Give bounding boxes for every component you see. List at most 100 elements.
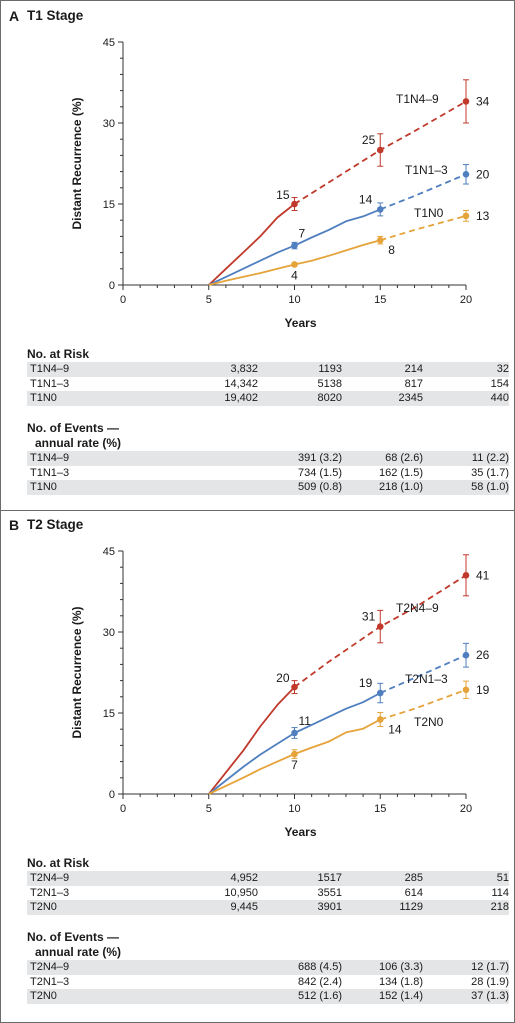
cell-year-20: 32 [496,363,509,375]
data-label: 11 [299,714,312,728]
series-name-label: T2N4–9 [396,601,439,615]
events-heading-line2: annual rate (%) [35,945,122,959]
data-point [291,750,298,758]
data-point [291,261,298,268]
data-point [462,686,470,694]
y-tick-label: 0 [109,280,115,292]
data-point [291,683,298,691]
data-label: 19 [476,683,490,697]
cell-year-15: 134 (1.8) [378,975,423,988]
cell-year-20: 218 [490,901,509,913]
data-point [376,689,384,697]
cell-year-10: 734 (1.5) [297,466,342,479]
cell-year-20: 51 [496,872,509,884]
at-risk-heading: No. at Risk [27,347,90,361]
cell-year-10: 842 (2.4) [297,975,342,988]
table-row: T2N1–3 842 (2.4) 134 (1.8) 28 (1.9) [27,975,509,990]
data-label: 20 [476,167,490,181]
x-tick-label: 20 [460,294,472,306]
series-line-dashed [379,654,467,694]
series-line-dashed [380,688,467,721]
series-line-dashed [380,215,467,242]
row-label: T2N1–3 [30,886,70,899]
cell-year-10: 688 (4.5) [297,961,342,973]
series-name-label: T1N1–3 [405,163,448,177]
table-row: T1N4–9 391 (3.2) 68 (2.6) 11 (2.2) [27,451,509,466]
x-tick-label: 15 [374,294,386,306]
cell-year-20: 37 (1.3) [471,990,509,1002]
cell-year-20: 58 (1.0) [471,481,509,493]
cell-year-15: 68 (2.6) [385,452,423,464]
cell-year-0: 10,950 [224,886,258,899]
data-label: 8 [388,243,395,257]
cell-year-10: 512 (1.6) [297,990,342,1002]
y-tick-label: 15 [103,199,115,211]
x-tick-label: 5 [206,294,212,306]
y-axis-title: Distant Recurrence (%) [70,606,84,738]
series-line-solid [208,203,296,286]
data-point [291,729,298,737]
panel-letter: A [9,8,20,24]
row-label: T2N0 [30,990,57,1002]
data-label: 15 [276,188,290,202]
x-tick-label: 0 [120,803,126,815]
events-table: No. of Events — annual rate (%) T2N4–9 6… [27,930,509,1004]
cell-year-10: 391 (3.2) [297,452,342,464]
data-point [462,212,470,220]
data-label: 7 [299,227,306,241]
at-risk-table: No. at Risk T1N4–9 3,832 1193 214 32 T1N… [27,347,509,406]
data-point [376,623,384,630]
data-label: 14 [359,192,373,206]
data-label: 26 [476,648,490,662]
cell-year-15: 285 [404,872,423,884]
data-label: 25 [362,133,376,147]
series-name-label: T2N1–3 [405,672,448,686]
events-heading-line2: annual rate (%) [35,436,122,450]
table-row: T1N1–3 734 (1.5) 162 (1.5) 35 (1.7) [27,466,509,481]
cell-year-20: 28 (1.9) [471,975,509,988]
data-label: 20 [276,671,290,685]
chart-t2-stage: 0 15 30 45 0 5 10 15 20 Years Distant Recurrence (… [70,546,490,839]
cell-year-15: 162 (1.5) [378,466,423,479]
table-row: T2N4–9 4,952 1517 285 51 [27,871,509,886]
table-row: T2N0 512 (1.6) 152 (1.4) 37 (1.3) [27,989,509,1004]
cell-year-0: 9,445 [230,901,258,913]
events-heading-line1: No. of Events — [27,930,120,944]
data-label: 7 [291,758,298,772]
data-label: 34 [476,94,490,108]
cell-year-10: 3551 [317,886,342,899]
series-name-label: T1N4–9 [396,92,439,106]
cell-year-20: 11 (2.2) [471,452,509,464]
table-row: T1N1–3 14,342 5138 817 154 [27,377,509,392]
cell-year-15: 106 (3.3) [378,961,423,973]
panel-t2-stage: B T2 Stage 0 15 30 45 0 5 10 15 20 Years Distant R… [1,510,514,1022]
cell-year-10: 509 (0.8) [297,481,342,493]
at-risk-table: No. at Risk T2N4–9 4,952 1517 285 51 T2N… [27,856,509,915]
row-label: T1N4–9 [30,452,70,464]
cell-year-0: 4,952 [230,872,258,884]
data-label: 13 [476,209,490,223]
panel-title: T1 Stage [27,8,84,23]
row-label: T1N4–9 [30,363,70,375]
x-tick-label: 0 [120,294,126,306]
x-tick-label: 15 [374,803,386,815]
y-axis-title: Distant Recurrence (%) [70,97,84,229]
cell-year-20: 440 [490,392,509,404]
row-label: T1N1–3 [30,466,70,479]
cell-year-15: 614 [404,886,423,899]
cell-year-20: 12 (1.7) [471,961,509,973]
series-line-dashed [294,100,467,205]
cell-year-10: 3901 [317,901,342,913]
series-line-solid [208,692,381,795]
data-label: 31 [362,610,376,624]
cell-year-0: 19,402 [224,392,258,404]
cell-year-15: 214 [404,363,423,375]
row-label: T2N4–9 [30,961,70,973]
x-tick-label: 5 [206,803,212,815]
series-line-dashed [379,173,467,211]
data-point [376,146,384,154]
x-axis-title: Years [284,316,316,330]
events-table: No. of Events — annual rate (%) T1N4–9 3… [27,421,509,495]
table-row: T2N1–3 10,950 3551 614 114 [27,886,509,901]
